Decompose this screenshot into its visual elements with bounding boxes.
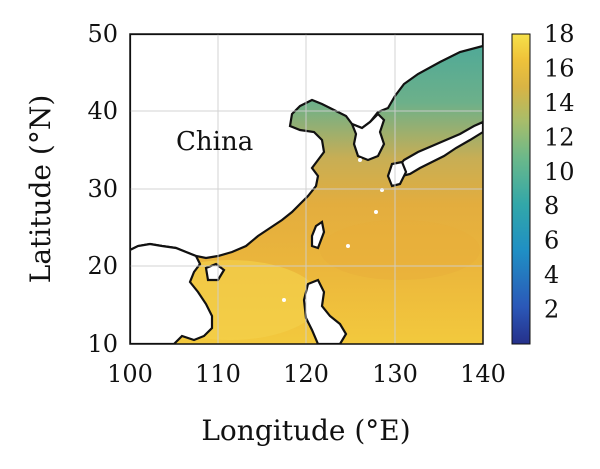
x-axis-label: Longitude (°E) [201, 414, 410, 447]
x-tick: 140 [460, 360, 506, 388]
colorbar-tick-labels: 2 4 6 8 10 12 14 16 18 [544, 20, 575, 324]
y-tick: 20 [87, 252, 118, 280]
y-tick: 50 [87, 20, 118, 48]
map-label-china: China [176, 127, 253, 157]
colorbar-tick: 18 [544, 20, 575, 48]
y-tick: 30 [87, 175, 118, 203]
taiwan-island [310, 220, 326, 250]
colorbar [511, 33, 531, 345]
island-dot [282, 298, 286, 302]
kyushu-island [386, 160, 408, 188]
y-tick: 10 [87, 330, 118, 358]
y-tick-labels: 10 20 30 40 50 [87, 20, 118, 358]
colorbar-tick: 10 [544, 158, 575, 186]
x-tick: 100 [107, 360, 153, 388]
map-panel [130, 34, 483, 344]
y-tick: 40 [87, 97, 118, 125]
indochina [130, 242, 214, 344]
x-tick-labels: 100 110 120 130 140 [107, 360, 506, 388]
colorbar-tick: 12 [544, 123, 575, 151]
island-dot [358, 158, 362, 162]
colorbar-tick: 14 [544, 89, 575, 117]
island-dot [374, 210, 378, 214]
y-axis-label: Latitude (°N) [24, 95, 57, 284]
colorbar-tick: 6 [544, 227, 559, 255]
warm-patch [320, 220, 480, 280]
x-tick: 110 [195, 360, 241, 388]
colorbar-tick: 8 [544, 192, 559, 220]
korea-peninsula [350, 112, 386, 162]
colorbar-tick: 16 [544, 54, 575, 82]
island-dot [346, 244, 350, 248]
colorbar-tick: 2 [544, 296, 559, 324]
x-tick: 130 [372, 360, 418, 388]
hainan-island [204, 262, 226, 282]
colorbar-tick: 4 [544, 261, 559, 289]
grid-lines [130, 34, 483, 344]
map-frame [129, 33, 484, 345]
x-tick: 120 [283, 360, 329, 388]
